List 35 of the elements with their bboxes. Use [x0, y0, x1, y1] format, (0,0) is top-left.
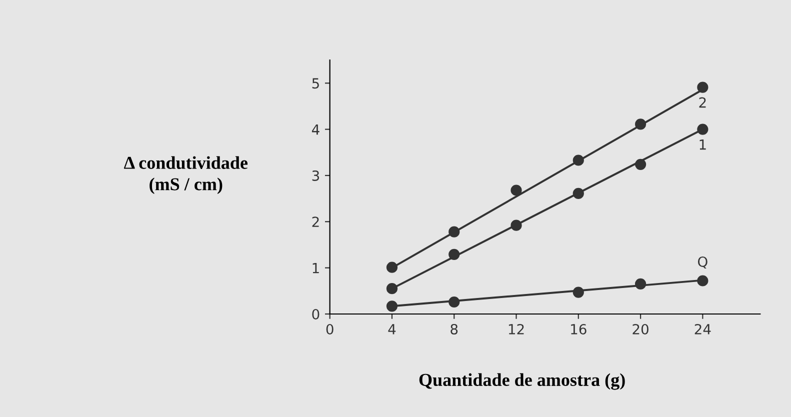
- point: [572, 286, 584, 298]
- point: [448, 296, 460, 308]
- point: [697, 82, 708, 93]
- y-tick-label: 2: [312, 216, 319, 227]
- x-tick-label: 16: [571, 324, 586, 334]
- y-tick-label: 0: [312, 308, 320, 320]
- series-label: Q: [698, 256, 708, 269]
- x-tick-label: 12: [508, 324, 524, 334]
- y-tick-label: 3: [312, 170, 320, 181]
- point: [697, 275, 708, 286]
- y-tick-label: 4: [312, 124, 320, 135]
- series-label: 2: [699, 97, 706, 108]
- x-tick-label: 20: [632, 324, 648, 334]
- point: [634, 158, 646, 170]
- point: [697, 124, 708, 135]
- point: [386, 283, 398, 294]
- point: [572, 154, 584, 166]
- point: [448, 226, 460, 238]
- y-axis-title: Δ condutividade (mS / cm): [124, 156, 248, 194]
- point: [634, 118, 646, 130]
- point: [386, 262, 398, 273]
- x-tick-label: 0: [326, 324, 334, 334]
- point: [510, 184, 522, 196]
- point: [448, 248, 460, 260]
- y-tick-label: 1: [312, 262, 319, 274]
- x-tick-label: 4: [388, 324, 396, 334]
- point: [386, 300, 398, 312]
- point: [572, 188, 584, 200]
- point: [510, 220, 522, 231]
- x-tick-label: 24: [694, 324, 711, 334]
- point: [634, 278, 646, 290]
- y-tick-label: 5: [312, 78, 319, 89]
- x-axis-title: Quantidade de amostra (g): [419, 373, 625, 390]
- x-tick-label: 8: [450, 324, 458, 334]
- series-label: 1: [700, 139, 706, 150]
